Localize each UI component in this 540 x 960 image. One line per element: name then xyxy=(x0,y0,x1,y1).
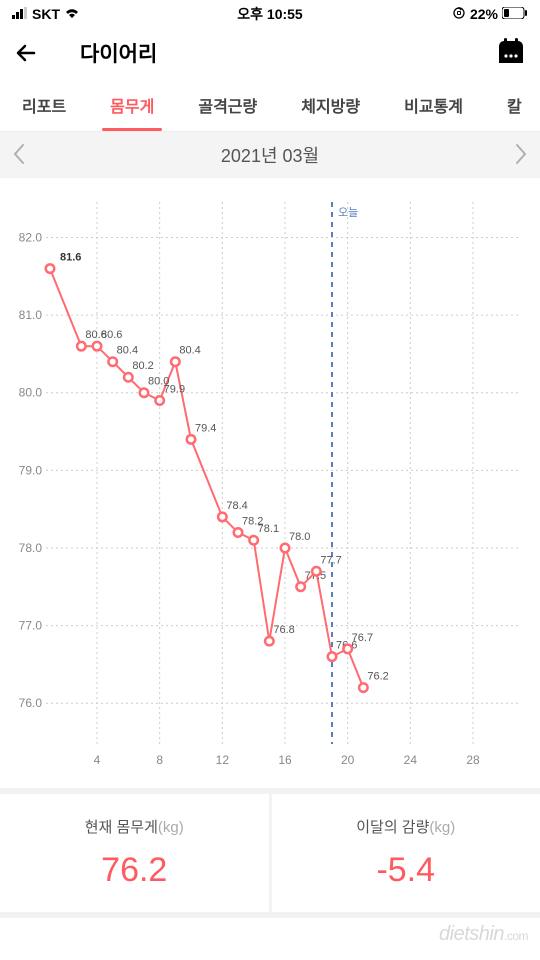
tab-4[interactable]: 비교통계 xyxy=(382,78,485,131)
svg-text:80.6: 80.6 xyxy=(101,329,122,341)
svg-text:28: 28 xyxy=(466,753,480,767)
svg-text:78.1: 78.1 xyxy=(258,523,279,535)
summary: 현재 몸무게(kg) 76.2 이달의 감량(kg) -5.4 xyxy=(0,788,540,918)
watermark: dietshin.com xyxy=(439,923,528,946)
svg-text:77.7: 77.7 xyxy=(320,554,341,566)
svg-text:12: 12 xyxy=(216,753,230,767)
svg-text:76.2: 76.2 xyxy=(367,671,388,683)
chart-canvas: 4 8 12 16 20 24 28 76.0 77.0 78.0 79.0 80.0 81.0 82.0… xyxy=(10,192,530,782)
arrow-left-icon xyxy=(14,41,38,65)
svg-text:76.7: 76.7 xyxy=(352,632,373,644)
svg-text:76.8: 76.8 xyxy=(273,624,294,636)
current-weight-card: 현재 몸무게(kg) 76.2 xyxy=(0,794,272,912)
prev-month-button[interactable] xyxy=(12,142,26,171)
tab-0[interactable]: 리포트 xyxy=(0,78,88,131)
weight-chart[interactable]: 4 8 12 16 20 24 28 76.0 77.0 78.0 79.0 80.0 81.0 82.0… xyxy=(0,178,540,788)
back-button[interactable] xyxy=(14,41,38,65)
svg-text:79.9: 79.9 xyxy=(164,384,185,396)
svg-text:8: 8 xyxy=(156,753,163,767)
svg-text:80.0: 80.0 xyxy=(19,386,43,400)
svg-text:오늘: 오늘 xyxy=(338,206,358,219)
tabs: 리포트몸무게골격근량체지방량비교통계칼 xyxy=(0,78,540,132)
status-bar: SKT 오후 10:55 22% xyxy=(0,0,540,28)
svg-text:78.0: 78.0 xyxy=(289,531,310,543)
svg-text:78.0: 78.0 xyxy=(19,541,43,555)
svg-text:80.4: 80.4 xyxy=(117,345,138,357)
header: 다이어리 xyxy=(0,28,540,78)
svg-text:20: 20 xyxy=(341,753,355,767)
svg-text:81.6: 81.6 xyxy=(60,252,81,264)
svg-text:81.0: 81.0 xyxy=(19,308,43,322)
svg-text:24: 24 xyxy=(404,753,418,767)
svg-text:79.0: 79.0 xyxy=(19,463,43,477)
monthly-loss-card: 이달의 감량(kg) -5.4 xyxy=(272,794,540,912)
svg-text:16: 16 xyxy=(278,753,292,767)
tab-1[interactable]: 몸무게 xyxy=(88,78,176,131)
tab-5[interactable]: 칼 xyxy=(485,78,540,131)
page-title: 다이어리 xyxy=(80,38,157,68)
chevron-right-icon xyxy=(514,142,528,166)
tab-2[interactable]: 골격근량 xyxy=(176,78,279,131)
svg-text:77.0: 77.0 xyxy=(19,619,43,633)
calendar-button[interactable] xyxy=(496,36,526,71)
date-nav: 2021년 03월 xyxy=(0,132,540,178)
svg-text:80.2: 80.2 xyxy=(132,360,153,372)
next-month-button[interactable] xyxy=(514,142,528,171)
monthly-loss-label: 이달의 감량(kg) xyxy=(356,816,455,837)
svg-text:78.4: 78.4 xyxy=(226,500,247,512)
current-weight-value: 76.2 xyxy=(101,851,167,890)
current-weight-label: 현재 몸무게(kg) xyxy=(85,816,184,837)
svg-text:76.0: 76.0 xyxy=(19,696,43,710)
svg-text:79.4: 79.4 xyxy=(195,422,216,434)
status-time: 오후 10:55 xyxy=(0,4,540,24)
chevron-left-icon xyxy=(12,142,26,166)
date-label: 2021년 03월 xyxy=(221,142,319,168)
svg-text:4: 4 xyxy=(94,753,101,767)
calendar-icon xyxy=(496,36,526,66)
tab-3[interactable]: 체지방량 xyxy=(279,78,382,131)
svg-text:80.4: 80.4 xyxy=(179,345,200,357)
svg-text:82.0: 82.0 xyxy=(19,231,43,245)
monthly-loss-value: -5.4 xyxy=(376,851,435,890)
